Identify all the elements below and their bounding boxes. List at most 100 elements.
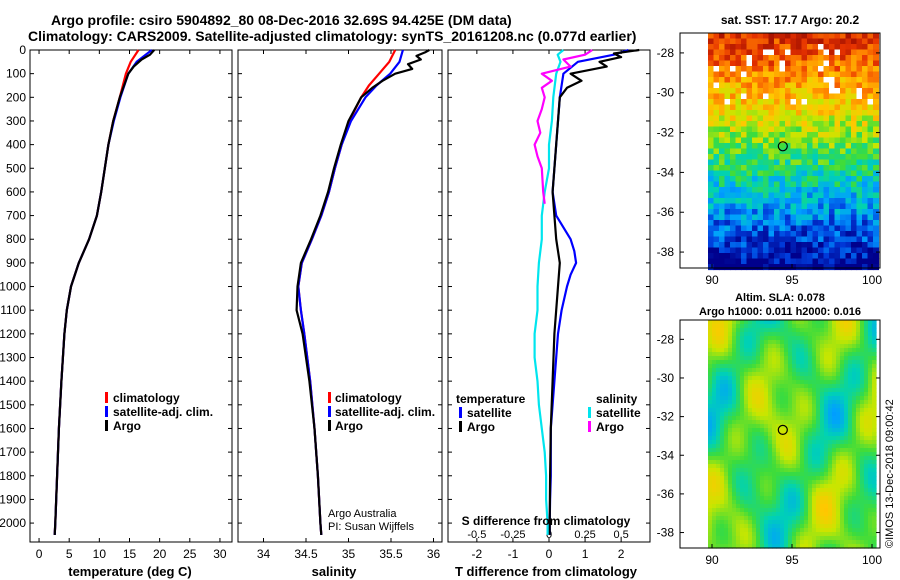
map-cell [800,516,805,521]
map-cell [712,528,717,533]
map-cell [800,412,805,417]
map-cell [828,448,833,453]
map-cell [740,544,745,549]
map-cell [748,432,753,437]
map-cell [768,504,773,509]
map-cell [812,214,819,221]
map-cell [864,372,869,377]
map-cell [824,344,829,349]
map-cell [808,484,813,489]
map-cell [720,408,725,413]
map-cell [708,364,713,369]
map-cell [834,159,841,166]
map-cell [760,324,765,329]
map-cell [834,77,841,84]
map-cell [804,328,809,333]
map-cell [780,360,785,365]
map-cell [852,356,857,361]
map-cell [812,452,817,457]
map-cell [746,220,753,227]
map-cell [735,165,742,172]
map-cell [785,148,792,155]
map-cell [746,44,753,51]
map-cell [736,536,741,541]
map-cell [864,500,869,505]
map-cell [716,540,721,545]
map-cell [776,444,781,449]
map-cell [780,460,785,465]
map-cell [818,242,825,249]
map-cell [732,376,737,381]
map-cell [763,137,770,144]
map-cell [708,198,715,205]
map-cell [776,484,781,489]
map-cell [860,368,865,373]
map-cell [735,99,742,106]
map-cell [784,420,789,425]
map-cell [840,110,847,117]
map-cell [774,231,781,238]
map-cell [800,444,805,449]
map-cell [796,320,801,325]
map-cell [732,436,737,441]
map-cell [724,242,731,249]
map-cell [790,258,797,265]
y-tick-label: 500 [6,161,26,175]
map-cell [744,496,749,501]
map-cell [800,524,805,529]
map-cell [763,143,770,150]
map-cell [808,400,813,405]
map-cell [779,258,786,265]
map-cell [748,376,753,381]
map-cell [856,104,863,111]
map-cell [735,220,742,227]
map-cell [780,484,785,489]
map-cell [818,93,825,100]
map-cell [788,392,793,397]
map-cell [764,504,769,509]
map-cell [788,344,793,349]
map-cell [848,344,853,349]
map-cell [724,344,729,349]
map-cell [748,484,753,489]
map-cell [800,440,805,445]
map-cell [712,520,717,525]
map-cell [728,336,733,341]
map-cell [829,77,836,84]
map-cell [792,344,797,349]
map-cell [808,508,813,513]
map-cell [852,392,857,397]
map-cell [823,242,830,249]
map-cell [756,536,761,541]
map-cell [840,192,847,199]
map-cell [712,348,717,353]
map-cell [828,412,833,417]
map-cell [807,143,814,150]
map-cell [785,88,792,95]
map-cell [851,176,858,183]
map-cell [790,192,797,199]
map-cell [768,428,773,433]
map-cell [764,540,769,545]
map-cell [720,356,725,361]
map-cell [732,408,737,413]
map-cell [788,528,793,533]
map-cell [836,476,841,481]
map-cell [834,170,841,177]
map-cell [772,464,777,469]
map-cell [760,448,765,453]
map-cell [752,404,757,409]
map-cell [740,424,745,429]
map-cell [720,348,725,353]
map-cell [840,148,847,155]
map-cell [816,436,821,441]
map-cell [862,71,869,78]
map-cell [860,432,865,437]
map-cell [873,126,880,133]
map-cell [800,404,805,409]
map-cell [824,340,829,345]
map-cell [796,77,803,84]
map-cell [812,33,819,40]
map-cell [780,396,785,401]
map-cell [779,77,786,84]
